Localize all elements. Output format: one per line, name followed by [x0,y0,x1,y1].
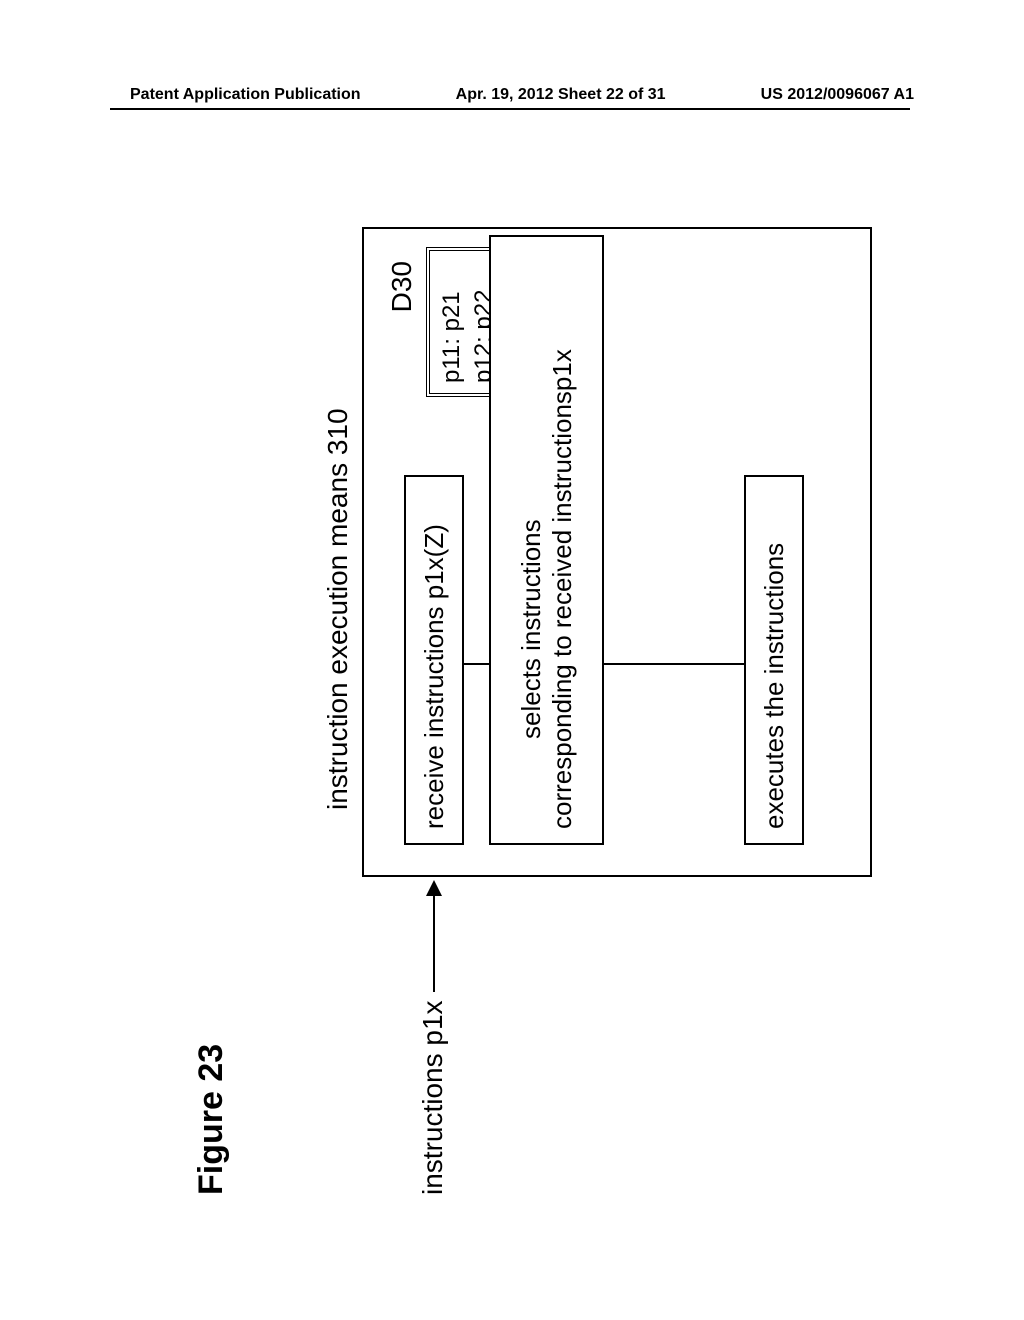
step-receive-box: receive instructions p1x(Z) [404,475,464,845]
step-select-box: selects instructions corresponding to re… [489,235,604,845]
step-execute-box: executes the instructions [744,475,804,845]
component-box: D30 p11: p21 p12: p22 .. p1x: p2x receiv… [362,227,872,877]
step-select-line1: selects instructions [516,519,547,829]
input-arrow-label: instructions p1x [417,1000,449,1195]
header-rule [110,108,910,110]
table-row: p11: p21 [436,261,468,383]
header-right: US 2012/0096067 A1 [761,86,914,104]
figure-stage-rotated: Figure 23 instructions p1x instruction e… [132,175,892,1225]
input-arrow-group: instructions p1x [417,876,449,1195]
step-receive-text: receive instructions p1x(Z) [419,491,450,829]
header-center: Apr. 19, 2012 Sheet 22 of 31 [456,86,666,104]
step-execute-text: executes the instructions [759,491,790,829]
step-select-line2: corresponding to received instructionsp1… [547,349,578,829]
component-title: instruction execution means 310 [322,408,354,810]
connector-line [604,663,744,665]
arrow-right-icon [433,882,435,992]
connector-line [464,663,489,665]
figure-number-label: Figure 23 [192,1044,231,1195]
page-header: Patent Application Publication Apr. 19, … [0,86,1024,104]
header-left: Patent Application Publication [130,86,361,104]
table-label: D30 [386,261,418,312]
page-root: Patent Application Publication Apr. 19, … [0,0,1024,1320]
